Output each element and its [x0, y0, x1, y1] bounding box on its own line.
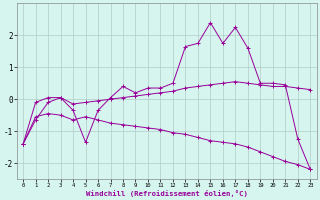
X-axis label: Windchill (Refroidissement éolien,°C): Windchill (Refroidissement éolien,°C) [86, 190, 248, 197]
